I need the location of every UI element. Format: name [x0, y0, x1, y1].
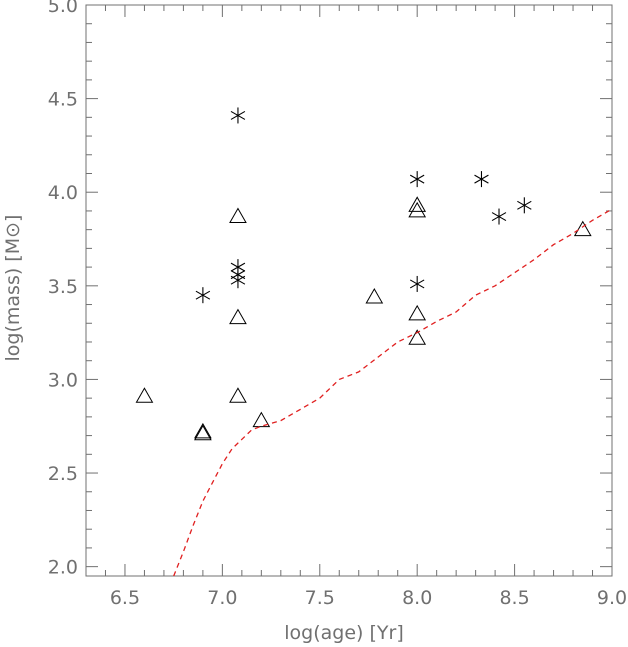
- model-curve: [173, 208, 612, 576]
- triangle-point: [229, 387, 247, 403]
- asterisk-point: [230, 107, 246, 124]
- asterisk-point: [474, 171, 489, 188]
- y-tick-label: 2.0: [48, 557, 78, 579]
- x-tick-label: 7.5: [305, 587, 335, 609]
- asterisk-stroke: [230, 275, 246, 285]
- x-tick-label: 7.0: [207, 587, 237, 609]
- triangle-point: [408, 201, 427, 218]
- plot-frame: [85, 4, 613, 577]
- triangle-point: [252, 411, 271, 428]
- asterisk-point: [409, 275, 425, 292]
- y-axis-title-close: ]: [2, 215, 24, 222]
- y-axis-title-main: log(mass) [M: [2, 238, 24, 362]
- y-tick-label: 4.0: [48, 182, 78, 204]
- asterisk-stroke: [230, 110, 246, 120]
- triangle-point: [229, 207, 247, 224]
- asterisk-stroke: [517, 200, 532, 210]
- y-tick-label: 4.5: [48, 89, 78, 111]
- triangle-point: [229, 308, 247, 325]
- asterisk-point: [230, 272, 246, 289]
- asterisk-point: [517, 197, 532, 214]
- triangle-point: [408, 329, 427, 345]
- x-tick-label: 8.5: [499, 587, 529, 609]
- asterisk-point: [491, 208, 507, 225]
- data-layer: [135, 107, 612, 576]
- x-tick-label: 8.0: [402, 587, 432, 609]
- x-tick-label: 9.0: [597, 587, 627, 609]
- triangle-point: [135, 387, 154, 403]
- x-axis-title: log(age) [Yr]: [284, 622, 403, 644]
- y-axis-title: log(mass) [M⊙]: [2, 215, 24, 362]
- sun-symbol: ⊙: [2, 222, 24, 238]
- y-tick-label: 3.5: [48, 276, 78, 298]
- y-tick-label: 5.0: [48, 0, 78, 17]
- triangle-point: [573, 220, 592, 237]
- triangle-point: [408, 196, 427, 212]
- asterisk-stroke: [195, 290, 211, 300]
- axes: 6.5 7.0 7.5 8.0 8.5 9.0 2.0 2.5 3.0 3.5 4.0 4.5 5.0: [48, 0, 627, 609]
- asterisk-stroke: [409, 174, 425, 184]
- x-tick-label: 6.5: [110, 587, 140, 609]
- triangle-point: [365, 288, 384, 304]
- asterisk-stroke: [409, 279, 425, 289]
- y-tick-label: 2.5: [48, 463, 78, 485]
- asterisk-stroke: [474, 174, 489, 184]
- y-tick-label: 3.0: [48, 369, 78, 391]
- triangle-point: [408, 304, 427, 321]
- triangle-point: [194, 422, 212, 439]
- asterisk-point: [195, 287, 211, 304]
- asterisk-stroke: [491, 212, 507, 222]
- triangle-point: [194, 424, 212, 441]
- asterisk-point: [409, 171, 425, 188]
